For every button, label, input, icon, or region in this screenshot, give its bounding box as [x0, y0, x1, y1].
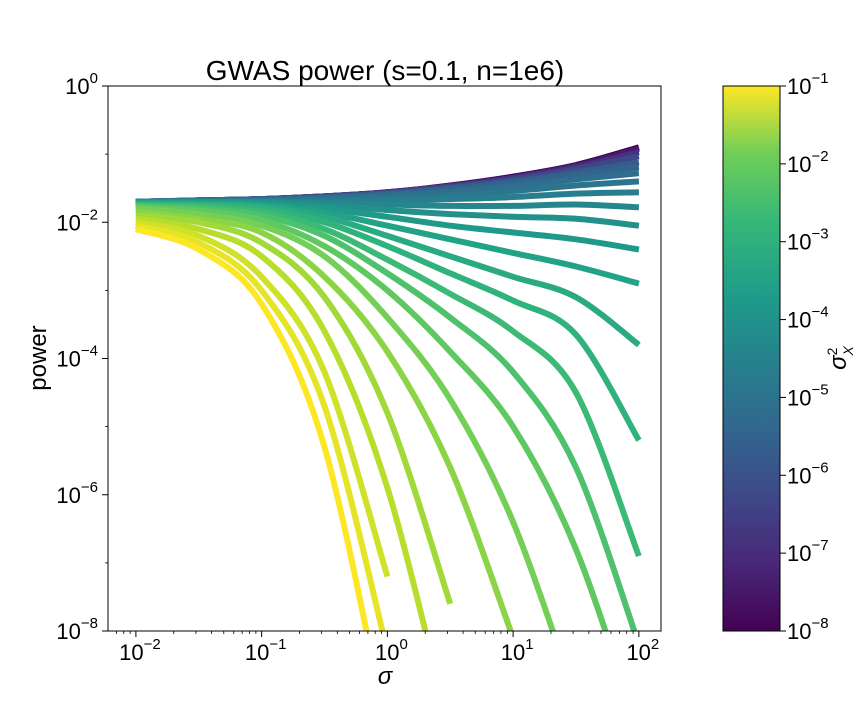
- colorbar-tick-label: 10−4: [787, 304, 829, 333]
- colorbar-tick-label: 10−3: [787, 226, 829, 255]
- y-tick-label: 10−4: [56, 343, 98, 372]
- colorbar-tick-label: 10−1: [787, 70, 829, 99]
- x-axis-label: σ: [378, 663, 394, 690]
- series-line-19: [135, 209, 514, 631]
- colorbar-tick-label: 10−7: [787, 537, 829, 566]
- colorbar-label-sup: 2: [824, 347, 840, 355]
- chart-title: GWAS power (s=0.1, n=1e6): [206, 55, 564, 86]
- series-line-20: [135, 212, 454, 605]
- series-line-24: [134, 226, 370, 631]
- colorbar-axis: 10−1 10−2 10−3 10−4 10−5 10−6 10−7 10−8: [780, 70, 829, 644]
- colorbar-tick-label: 10−6: [787, 459, 829, 488]
- series-line-16: [135, 202, 638, 631]
- y-axis-label: power: [25, 325, 52, 390]
- y-tick-label: 10−6: [56, 479, 98, 508]
- colorbar-label-sub: X: [840, 346, 856, 357]
- colorbar: [722, 85, 781, 632]
- x-axis: 10−2 10−1 100 101 102: [116, 631, 659, 665]
- x-tick-label: 102: [626, 636, 659, 665]
- series-line-22: [135, 219, 391, 578]
- colorbar-tick-label: 10−2: [787, 148, 829, 177]
- series-line-17: [135, 204, 609, 631]
- colorbar-tick-label: 10−8: [787, 615, 829, 644]
- y-tick-label: 10−2: [56, 206, 98, 235]
- colorbar-tick-label: 10−5: [787, 381, 829, 410]
- colorbar-label-symbol: σ: [825, 354, 852, 370]
- series-line-18: [135, 205, 557, 631]
- y-tick-label: 10−8: [56, 615, 98, 644]
- series-curves: [134, 144, 642, 631]
- y-axis: 10−8 10−6 10−4 10−2 100: [56, 70, 108, 644]
- x-tick-label: 101: [501, 636, 534, 665]
- colorbar-label: σ2X: [824, 346, 856, 370]
- x-tick-label: 100: [375, 636, 408, 665]
- x-tick-label: 10−1: [245, 636, 287, 665]
- series-line-21: [135, 215, 429, 631]
- x-tick-label: 10−2: [119, 636, 161, 665]
- y-tick-label: 100: [65, 70, 98, 99]
- series-line-23: [135, 222, 386, 631]
